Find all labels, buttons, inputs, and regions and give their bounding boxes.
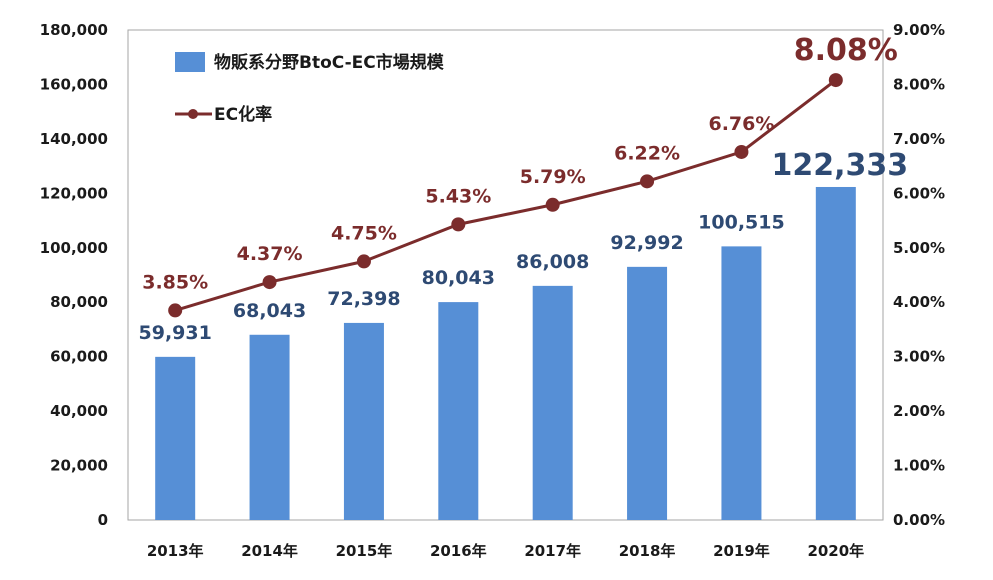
line-point: [356, 254, 371, 269]
line-series: [168, 73, 843, 318]
bar: [438, 302, 479, 520]
x-tick-label: 2020年: [807, 542, 864, 560]
legend-bar-swatch: [175, 52, 205, 72]
y-right-tick-label: 1.00%: [893, 457, 945, 475]
bar-data-label: 100,515: [698, 211, 785, 233]
bar-data-label: 80,043: [422, 267, 495, 289]
y-left-tick-label: 160,000: [40, 75, 108, 93]
bar: [343, 322, 384, 520]
y-right-tick-label: 2.00%: [893, 402, 945, 420]
line-point: [451, 217, 466, 232]
line-point: [828, 73, 843, 88]
bar-data-label: 68,043: [233, 300, 306, 322]
legend: 物販系分野BtoC-EC市場規模 EC化率: [175, 52, 445, 125]
y-axis-left: 0 20,000 40,000 60,000 80,000 100,000 120,000 1…: [40, 21, 108, 529]
bar-data-label: 86,008: [516, 251, 589, 273]
line-data-labels: 3.85% 4.37% 4.75% 5.43% 5.79% 6.22% 6.76% 8.08%: [142, 33, 898, 293]
line-data-label: 3.85%: [142, 271, 208, 293]
y-left-tick-label: 180,000: [40, 21, 108, 39]
line-point: [640, 174, 655, 189]
line-data-label: 6.76%: [708, 113, 774, 135]
bar-data-label: 59,931: [139, 322, 212, 344]
bar-data-labels: 59,931 68,043 72,398 80,043 86,008 92,992 100,…: [139, 148, 909, 344]
bar-series: [155, 186, 856, 520]
y-right-tick-label: 5.00%: [893, 239, 945, 257]
x-tick-label: 2014年: [241, 542, 298, 560]
bar: [249, 334, 290, 520]
y-right-tick-label: 9.00%: [893, 21, 945, 39]
y-left-tick-label: 0: [98, 511, 108, 529]
bar: [721, 246, 762, 520]
y-left-tick-label: 140,000: [40, 130, 108, 148]
y-left-tick-label: 80,000: [50, 293, 108, 311]
line-data-label: 4.75%: [331, 222, 397, 244]
y-right-tick-label: 8.00%: [893, 75, 945, 93]
y-left-tick-label: 60,000: [50, 348, 108, 366]
line-data-label: 5.43%: [425, 185, 491, 207]
x-axis: 2013年 2014年 2015年 2016年 2017年 2018年 2019年 2020年: [147, 542, 864, 560]
legend-line-marker: [188, 109, 198, 119]
bar: [815, 186, 856, 520]
legend-line-label: EC化率: [214, 104, 272, 125]
x-tick-label: 2018年: [619, 542, 676, 560]
y-left-tick-label: 40,000: [50, 402, 108, 420]
y-right-tick-label: 4.00%: [893, 293, 945, 311]
bar: [155, 356, 196, 520]
bar-data-label: 92,992: [610, 232, 683, 254]
plot-area: [127, 29, 884, 521]
x-tick-label: 2015年: [336, 542, 393, 560]
legend-bar-label: 物販系分野BtoC-EC市場規模: [214, 52, 445, 73]
line-data-label: 5.79%: [520, 166, 586, 188]
line-point: [168, 303, 183, 318]
bar: [532, 285, 573, 520]
y-left-tick-label: 20,000: [50, 457, 108, 475]
line-point: [262, 275, 277, 290]
line-data-label: 6.22%: [614, 142, 680, 164]
y-right-tick-label: 7.00%: [893, 130, 945, 148]
y-right-tick-label: 3.00%: [893, 348, 945, 366]
bar-data-label: 122,333: [771, 148, 908, 183]
y-left-tick-label: 100,000: [40, 239, 108, 257]
x-tick-label: 2017年: [524, 542, 581, 560]
line-data-label: 8.08%: [794, 33, 898, 68]
x-tick-label: 2013年: [147, 542, 204, 560]
series-line: [174, 78, 837, 312]
y-axis-right: 0.00% 1.00% 2.00% 3.00% 4.00% 5.00% 6.00% 7.00%…: [893, 21, 945, 529]
line-point: [734, 144, 749, 159]
x-tick-label: 2019年: [713, 542, 770, 560]
line-data-label: 4.37%: [237, 243, 303, 265]
bar: [627, 266, 668, 520]
y-right-tick-label: 0.00%: [893, 511, 945, 529]
line-point: [545, 197, 560, 212]
y-right-tick-label: 6.00%: [893, 184, 945, 202]
x-tick-label: 2016年: [430, 542, 487, 560]
bar-data-label: 72,398: [327, 288, 400, 310]
y-left-tick-label: 120,000: [40, 184, 108, 202]
